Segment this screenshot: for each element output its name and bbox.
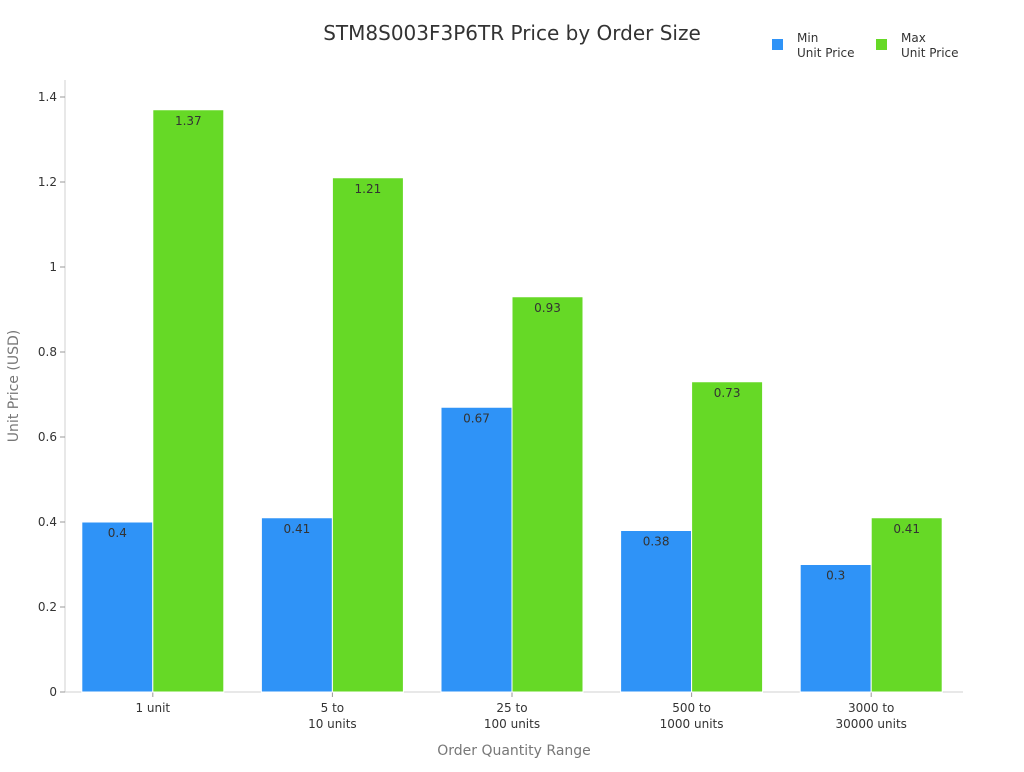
bars bbox=[81, 109, 943, 693]
y-tick-label: 0.6 bbox=[38, 430, 57, 444]
data-label: 0.67 bbox=[463, 411, 490, 425]
bar bbox=[799, 564, 872, 693]
bar bbox=[260, 517, 333, 693]
bar bbox=[440, 406, 513, 693]
data-label: 0.73 bbox=[714, 386, 741, 400]
bar bbox=[152, 109, 225, 693]
legend-swatch bbox=[772, 39, 783, 50]
legend-label: Min Unit Price bbox=[797, 31, 855, 60]
data-label: 0.41 bbox=[893, 522, 920, 536]
data-label: 0.41 bbox=[284, 522, 311, 536]
x-tick-label: 25 to 100 units bbox=[484, 701, 540, 731]
x-tick-label: 1 unit bbox=[135, 701, 170, 715]
bar bbox=[81, 521, 154, 693]
y-tick-label: 0.8 bbox=[38, 345, 57, 359]
bar bbox=[331, 177, 404, 693]
legend: Min Unit Price Max Unit Price bbox=[772, 31, 959, 60]
data-label: 0.4 bbox=[108, 526, 127, 540]
bar bbox=[870, 517, 943, 693]
x-tick-label: 5 to 10 units bbox=[308, 701, 357, 731]
data-label: 0.38 bbox=[643, 535, 670, 549]
data-labels: 0.4 1.37 0.41 1.21 0.67 0.93 0.38 0.73 0.3 0.41 bbox=[108, 114, 920, 583]
legend-label: Max Unit Price bbox=[901, 31, 959, 60]
x-tick-label: 3000 to 30000 units bbox=[835, 701, 907, 731]
y-axis: 0 0.2 0.4 0.6 0.8 1 1.2 1.4 bbox=[38, 80, 66, 699]
legend-swatch bbox=[876, 39, 887, 50]
y-tick-label: 1.4 bbox=[38, 90, 57, 104]
data-label: 1.21 bbox=[355, 182, 382, 196]
y-tick-label: 1.2 bbox=[38, 175, 57, 189]
y-tick-label: 0.4 bbox=[38, 515, 57, 529]
y-tick-label: 0.2 bbox=[38, 600, 57, 614]
data-label: 1.37 bbox=[175, 114, 202, 128]
y-tick-label: 0 bbox=[49, 685, 57, 699]
y-axis-title: Unit Price (USD) bbox=[6, 330, 22, 442]
y-tick-label: 1 bbox=[49, 260, 57, 274]
bar bbox=[691, 381, 764, 693]
bar bbox=[511, 296, 584, 693]
x-axis-title: Order Quantity Range bbox=[437, 743, 591, 759]
x-axis: 1 unit 5 to 10 units 25 to 100 units 500 to 10… bbox=[65, 691, 963, 731]
chart-title: STM8S003F3P6TR Price by Order Size bbox=[323, 21, 701, 45]
data-label: 0.93 bbox=[534, 301, 561, 315]
data-label: 0.3 bbox=[826, 569, 845, 583]
bar bbox=[620, 530, 693, 693]
x-tick-label: 500 to 1000 units bbox=[660, 701, 724, 731]
